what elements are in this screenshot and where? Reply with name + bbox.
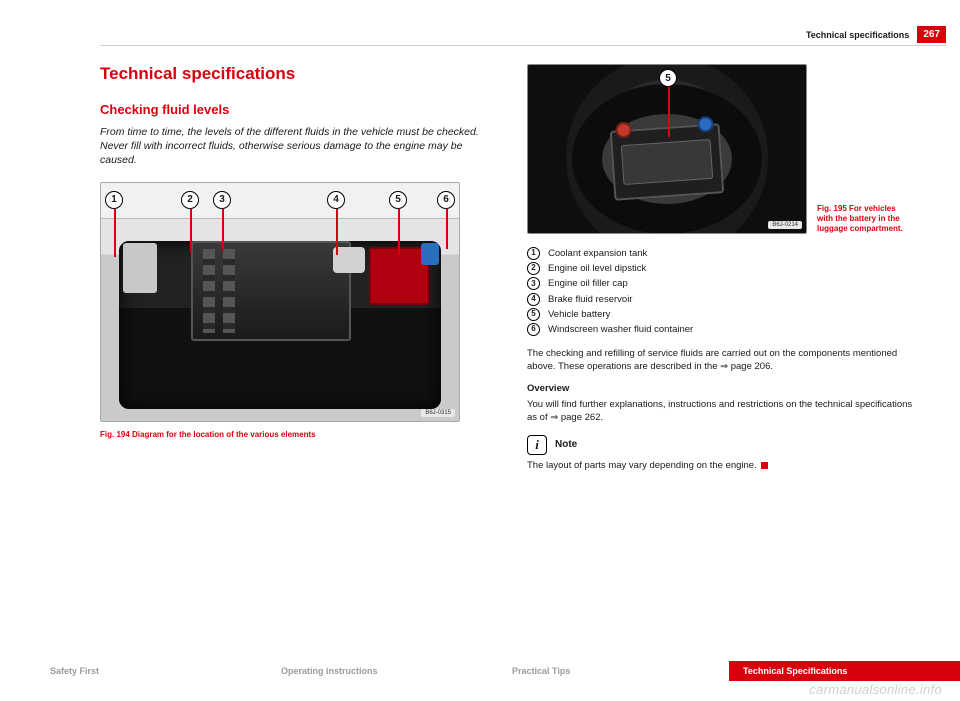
page-header: Technical specifications 267 xyxy=(100,26,946,46)
callout-5: 5 xyxy=(389,191,407,209)
footer-tab-technical-specifications[interactable]: Technical Specifications xyxy=(729,661,960,681)
callout-line-6 xyxy=(446,209,448,249)
legend-label-3: Engine oil filler cap xyxy=(548,276,628,291)
callout-line-5 xyxy=(668,87,670,137)
page-number: 267 xyxy=(917,26,946,43)
footer-tab-safety-first[interactable]: Safety First xyxy=(36,661,267,681)
note-paragraph: The layout of parts may vary depending o… xyxy=(527,459,924,472)
callout-line-2 xyxy=(190,209,192,253)
figure-194-code: B6J-0315 xyxy=(421,409,455,417)
washer-cap-shape xyxy=(421,243,439,265)
legend-item-3: 3 Engine oil filler cap xyxy=(527,276,924,291)
service-fluids-paragraph: The checking and refilling of service fl… xyxy=(527,347,924,373)
footer-tab-operating-instructions[interactable]: Operating instructions xyxy=(267,661,498,681)
para1-text: The checking and refilling of service fl… xyxy=(527,348,897,372)
legend-number-1: 1 xyxy=(527,247,540,260)
callout-line-4 xyxy=(336,209,338,255)
boot-battery-shape xyxy=(610,124,725,202)
legend-item-4: 4 Brake fluid reservoir xyxy=(527,292,924,307)
footer-nav: Safety FirstOperating instructionsPracti… xyxy=(36,661,960,681)
watermark: carmanualsonline.info xyxy=(809,682,942,697)
legend-label-6: Windscreen washer fluid container xyxy=(548,322,693,337)
page-title: Technical specifications xyxy=(100,64,497,84)
intro-paragraph: From time to time, the levels of the dif… xyxy=(100,125,497,168)
content-area: Technical specifications Checking fluid … xyxy=(100,64,924,637)
callout-line-3 xyxy=(222,209,224,251)
callout-5: 5 xyxy=(659,69,677,87)
callout-line-5 xyxy=(398,209,400,255)
overview-paragraph: You will find further explanations, inst… xyxy=(527,398,924,424)
callout-line-1 xyxy=(114,209,116,257)
callout-3: 3 xyxy=(213,191,231,209)
page-ref-262[interactable]: ⇒ page 262. xyxy=(550,412,603,423)
legend-list: 1 Coolant expansion tank 2 Engine oil level… xyxy=(527,246,924,337)
note-block: i Note xyxy=(527,435,924,455)
engine-cover-shape xyxy=(191,241,351,341)
brake-reservoir-shape xyxy=(333,247,365,273)
coolant-tank-shape xyxy=(123,243,157,293)
section-subtitle: Checking fluid levels xyxy=(100,102,497,117)
note-heading: Note xyxy=(555,439,577,450)
info-icon: i xyxy=(527,435,547,455)
legend-number-5: 5 xyxy=(527,308,540,321)
callout-4: 4 xyxy=(327,191,345,209)
left-column: Technical specifications Checking fluid … xyxy=(100,64,497,637)
battery-panel xyxy=(621,139,714,185)
figure-195-boot-battery: 5 B6J-0214 xyxy=(527,64,807,234)
figure-195-code: B6J-0214 xyxy=(768,221,802,229)
legend-label-2: Engine oil level dipstick xyxy=(548,261,646,276)
page-ref-206[interactable]: ⇒ page 206. xyxy=(720,361,773,372)
legend-item-1: 1 Coolant expansion tank xyxy=(527,246,924,261)
callout-2: 2 xyxy=(181,191,199,209)
note-text: The layout of parts may vary depending o… xyxy=(527,460,757,471)
callout-1: 1 xyxy=(105,191,123,209)
legend-item-6: 6 Windscreen washer fluid container xyxy=(527,322,924,337)
battery-terminal-neg-icon xyxy=(697,116,714,133)
legend-item-5: 5 Vehicle battery xyxy=(527,307,924,322)
battery-shape xyxy=(369,247,429,305)
battery-terminal-pos-icon xyxy=(615,122,632,139)
legend-label-1: Coolant expansion tank xyxy=(548,246,647,261)
page: Technical specifications 267 Technical s… xyxy=(0,0,960,701)
section-end-icon xyxy=(761,462,768,469)
figure-194-engine-bay: 123456 B6J-0315 xyxy=(100,182,460,422)
legend-label-5: Vehicle battery xyxy=(548,307,610,322)
figure-195-caption: Fig. 195 For vehicles with the battery i… xyxy=(817,204,907,234)
legend-number-2: 2 xyxy=(527,262,540,275)
callout-6: 6 xyxy=(437,191,455,209)
figure-194-caption: Fig. 194 Diagram for the location of the… xyxy=(100,430,497,440)
legend-number-4: 4 xyxy=(527,293,540,306)
legend-label-4: Brake fluid reservoir xyxy=(548,292,632,307)
legend-item-2: 2 Engine oil level dipstick xyxy=(527,261,924,276)
right-column: 5 B6J-0214 Fig. 195 For vehicles with th… xyxy=(527,64,924,637)
legend-number-3: 3 xyxy=(527,277,540,290)
footer-tab-practical-tips[interactable]: Practical Tips xyxy=(498,661,729,681)
header-section-label: Technical specifications xyxy=(806,30,909,40)
overview-heading: Overview xyxy=(527,383,924,394)
legend-number-6: 6 xyxy=(527,323,540,336)
